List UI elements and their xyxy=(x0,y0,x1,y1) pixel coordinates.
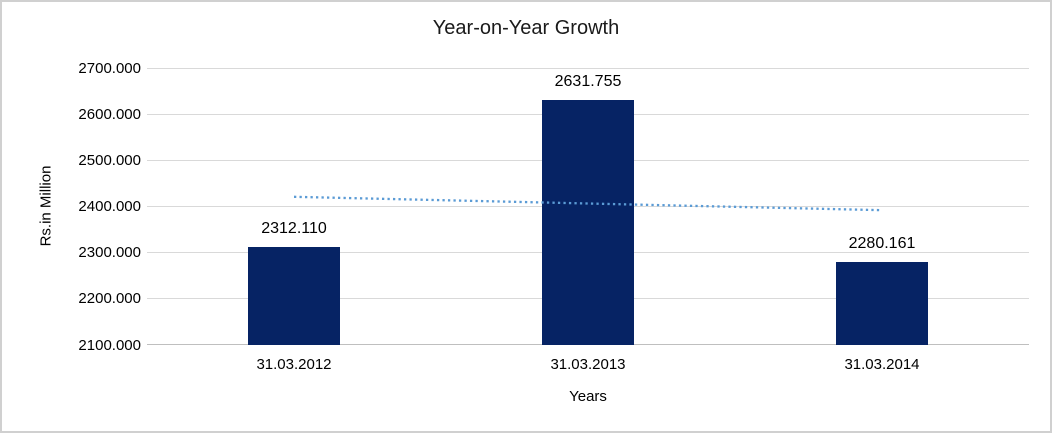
chart-title: Year-on-Year Growth xyxy=(432,17,620,39)
trendline-segment xyxy=(293,195,883,212)
bar-value-label: 2312.110 xyxy=(261,220,327,238)
y-tick-label: 2300.000 xyxy=(78,244,141,262)
bar-value-label: 2631.755 xyxy=(554,72,622,90)
y-axis-tick-labels: 2100.000 2200.000 2300.000 2400.000 2500.000… xyxy=(2,60,141,354)
y-tick-label: 2400.000 xyxy=(78,198,141,215)
y-tick-label: 2600.000 xyxy=(78,105,141,123)
y-tick-label: 2200.000 xyxy=(78,290,141,308)
bar xyxy=(836,261,928,345)
bar xyxy=(248,247,340,345)
x-axis-title: Years xyxy=(569,388,607,405)
trendline xyxy=(293,195,883,212)
bar xyxy=(542,99,634,345)
x-axis-tick-labels: 31.03.2012 31.03.2013 31.03.2014 xyxy=(147,355,1029,375)
y-tick-label: 2500.000 xyxy=(78,151,141,169)
x-category-label: 31.03.2013 xyxy=(550,356,626,373)
bar-value-label: 2280.161 xyxy=(848,234,916,252)
x-category-label: 31.03.2014 xyxy=(844,356,920,373)
gridline xyxy=(147,67,1029,69)
y-tick-label: 2100.000 xyxy=(78,336,141,354)
y-tick-label: 2700.000 xyxy=(78,59,141,77)
x-category-label: 31.03.2012 xyxy=(256,356,332,373)
plot-area: 2312.110 2631.755 2280.161 xyxy=(147,67,1029,345)
